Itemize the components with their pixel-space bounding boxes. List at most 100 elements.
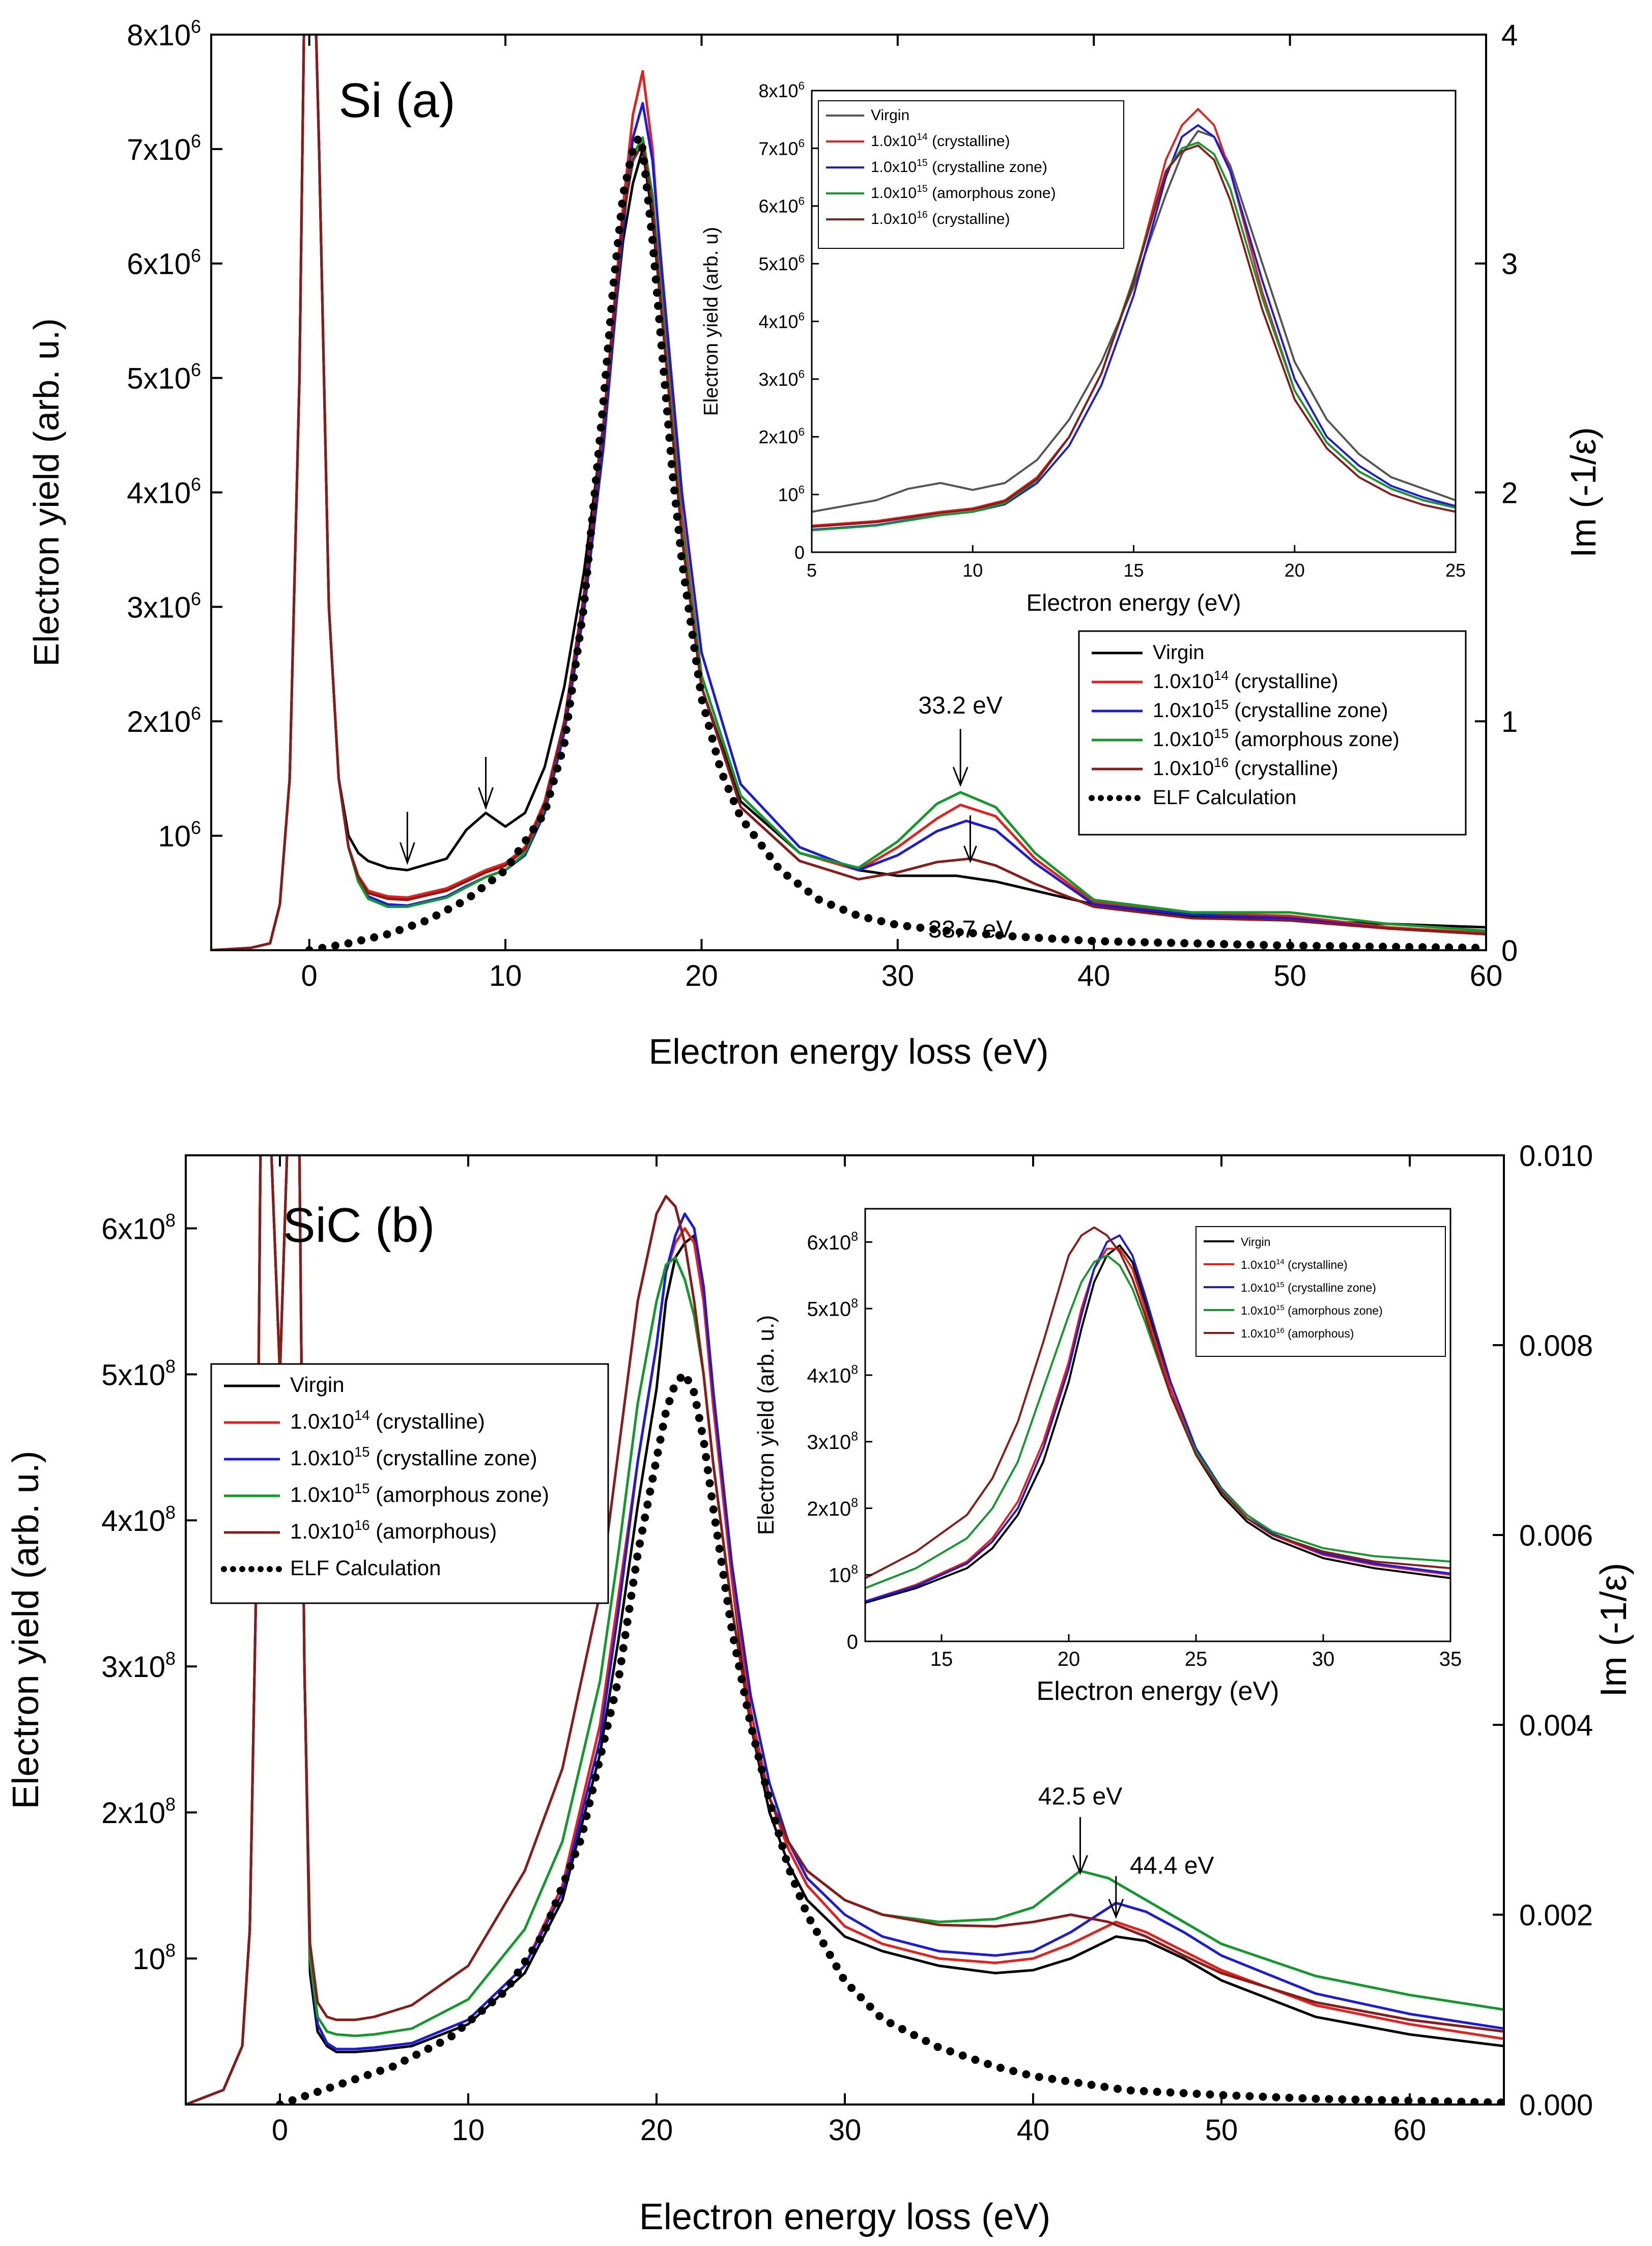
y-tick-mantissa: 2x10 bbox=[101, 1797, 165, 1830]
inset-x-tick-label: 25 bbox=[1445, 560, 1466, 581]
inset-series-line-0 bbox=[865, 1244, 1450, 1604]
y-tick-label: 106 bbox=[778, 483, 805, 505]
y-tick-label: 6x108 bbox=[101, 1210, 176, 1245]
y-tick-label: 108 bbox=[132, 1940, 176, 1976]
feature-arrowhead bbox=[478, 787, 494, 810]
y2-tick-label: 0.004 bbox=[1519, 1709, 1593, 1742]
legend-superscript: 15 bbox=[1276, 1281, 1285, 1289]
panel-label: SiC (b) bbox=[283, 1198, 435, 1253]
y2-tick-label: 1 bbox=[1501, 705, 1518, 738]
legend-text: 1.0x10 bbox=[1153, 699, 1214, 722]
y-tick-exponent: 8 bbox=[851, 1496, 858, 1510]
inset-series-line-4 bbox=[812, 144, 1456, 528]
y-tick-mantissa: 7x10 bbox=[127, 133, 191, 166]
legend-text: 1.0x10 bbox=[290, 1409, 354, 1433]
y-tick-mantissa: 3x10 bbox=[759, 369, 799, 390]
panel-si-a: 0 10 20 30 40 50 601062x1063x1064x1065x1066x10… bbox=[26, 16, 1603, 1071]
inset-series-line-2 bbox=[865, 1234, 1450, 1603]
y-tick-mantissa: 10 bbox=[778, 485, 799, 505]
x-tick-label: 0 bbox=[272, 2114, 288, 2147]
y-tick-exponent: 6 bbox=[799, 137, 805, 150]
y-tick-mantissa: 2x10 bbox=[127, 705, 191, 738]
y-tick-label: 5x106 bbox=[759, 252, 805, 274]
y-axis-label: Electron yield (arb. u.) bbox=[26, 318, 66, 667]
legend-text: 1.0x10 bbox=[871, 185, 917, 202]
series-line-5 bbox=[276, 1369, 1504, 2105]
panel-label: Si (a) bbox=[338, 73, 455, 128]
annotation-arrowhead bbox=[1072, 1855, 1088, 1875]
y-tick-mantissa: 0 bbox=[794, 542, 805, 563]
inset-legend-box bbox=[1195, 1226, 1446, 1357]
x-tick-label: 10 bbox=[452, 2114, 485, 2147]
legend-superscript: 15 bbox=[1214, 726, 1229, 741]
y-tick-label: 5x108 bbox=[101, 1356, 176, 1391]
y-tick-label: 6x108 bbox=[807, 1230, 858, 1254]
inset-legend-box bbox=[818, 100, 1124, 249]
inset-x-tick-label: 35 bbox=[1439, 1648, 1462, 1670]
y2-axis-label: Im (-1/ε) bbox=[1593, 1562, 1634, 1697]
legend-text: Virgin bbox=[290, 1373, 345, 1397]
y2-tick-label: 3 bbox=[1501, 248, 1518, 281]
x-tick-label: 20 bbox=[685, 959, 718, 992]
y-tick-label: 106 bbox=[158, 817, 201, 853]
inset-x-tick-label: 5 bbox=[807, 560, 817, 581]
y-tick-mantissa: 10 bbox=[158, 820, 191, 853]
legend-rest: (crystalline) bbox=[369, 1409, 485, 1433]
series-line-5 bbox=[305, 133, 1486, 950]
y-tick-mantissa: 5x10 bbox=[759, 253, 799, 274]
legend-item-label: Virgin bbox=[1153, 641, 1205, 664]
inset-x-tick-label: 20 bbox=[1285, 560, 1305, 581]
y-tick-exponent: 6 bbox=[191, 245, 201, 266]
x-tick-label: 30 bbox=[829, 2114, 862, 2147]
y-tick-label: 4x106 bbox=[127, 474, 201, 509]
x-tick-label: 50 bbox=[1273, 959, 1306, 992]
y2-tick-label: 2 bbox=[1501, 476, 1518, 509]
y-tick-exponent: 8 bbox=[165, 1940, 176, 1961]
legend-rest: (amorphous zone) bbox=[928, 185, 1056, 202]
y-tick-label: 7x106 bbox=[759, 137, 805, 159]
y-tick-exponent: 8 bbox=[165, 1648, 176, 1669]
y-tick-mantissa: 10 bbox=[829, 1565, 851, 1587]
y-tick-mantissa: 10 bbox=[132, 1943, 165, 1976]
legend-item-label: 1.0x1015 (crystalline zone) bbox=[1153, 697, 1388, 722]
y-tick-label: 3x106 bbox=[759, 368, 805, 390]
y2-tick-label: 0.002 bbox=[1519, 1899, 1593, 1932]
legend-superscript: 16 bbox=[917, 209, 928, 220]
series-line-0 bbox=[211, 35, 1486, 950]
y-tick-exponent: 6 bbox=[799, 483, 805, 496]
legend-superscript: 16 bbox=[1276, 1326, 1285, 1335]
legend-item-label: 1.0x1015 (amorphous zone) bbox=[290, 1481, 549, 1506]
y-tick-exponent: 6 bbox=[799, 252, 805, 265]
legend-text: 1.0x10 bbox=[290, 1519, 354, 1543]
legend-text: 1.0x10 bbox=[1241, 1327, 1276, 1340]
annotation-label: 33.2 eV bbox=[918, 692, 1002, 719]
y-tick-mantissa: 3x10 bbox=[101, 1651, 165, 1684]
y-tick-mantissa: 6x10 bbox=[759, 196, 799, 217]
legend-item-label: 1.0x1014 (crystalline) bbox=[1153, 668, 1338, 693]
y-tick-mantissa: 4x10 bbox=[807, 1364, 851, 1387]
y-tick-mantissa: 2x10 bbox=[807, 1498, 851, 1520]
legend-superscript: 14 bbox=[1276, 1258, 1285, 1266]
y-tick-label: 8x106 bbox=[127, 16, 201, 52]
legend-superscript: 15 bbox=[1276, 1303, 1285, 1312]
legend-box bbox=[210, 1363, 609, 1604]
legend-text: 1.0x10 bbox=[1241, 1258, 1276, 1271]
x-axis-label: Electron energy loss (eV) bbox=[639, 2197, 1050, 2237]
inset-x-tick-label: 30 bbox=[1312, 1648, 1335, 1670]
legend-rest: (crystalline) bbox=[1285, 1258, 1348, 1271]
y-tick-exponent: 8 bbox=[165, 1502, 176, 1523]
legend-rest: (amorphous zone) bbox=[1229, 728, 1400, 751]
legend-item-label: 1.0x1016 (amorphous) bbox=[290, 1517, 497, 1543]
legend-item-label: ELF Calculation bbox=[290, 1556, 441, 1580]
y-tick-mantissa: 3x10 bbox=[127, 591, 191, 624]
annotation-label: 42.5 eV bbox=[1038, 1783, 1122, 1810]
series-group bbox=[211, 35, 1486, 950]
series-line-3 bbox=[186, 1155, 1504, 2105]
y2-tick-label: 0.010 bbox=[1519, 1140, 1593, 1173]
legend-item-label: 1.0x1014 (crystalline) bbox=[871, 131, 1010, 150]
legend-item-label: ELF Calculation bbox=[1153, 786, 1296, 809]
legend-rest: (crystalline) bbox=[928, 211, 1010, 228]
y-tick-exponent: 6 bbox=[799, 195, 805, 208]
series-line-2 bbox=[186, 1155, 1504, 2105]
y-tick-label: 3x106 bbox=[127, 588, 201, 624]
